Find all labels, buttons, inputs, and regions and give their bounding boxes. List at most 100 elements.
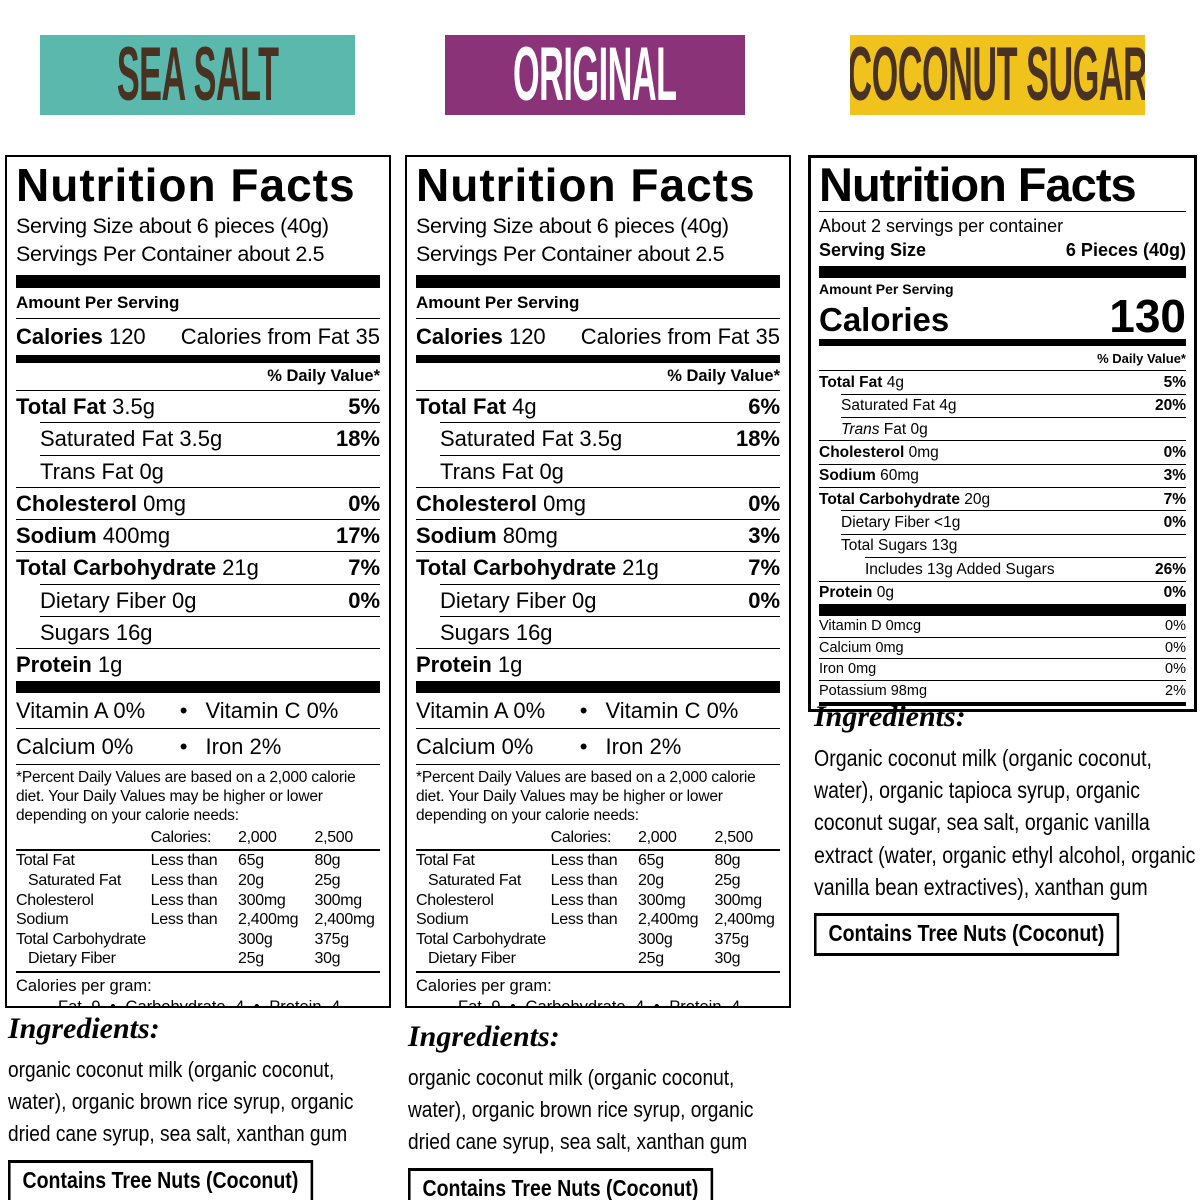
daily-value: 0% bbox=[348, 490, 380, 516]
dv-table-cell: 300mg bbox=[238, 891, 286, 909]
dv-table-cell: Cholesterol bbox=[416, 891, 494, 909]
nutrient-label: Cholesterol 0mg bbox=[16, 490, 186, 516]
daily-value: 7% bbox=[748, 555, 780, 581]
nutrient-row: Total Fat 3.5g 5% bbox=[16, 389, 380, 422]
nutrient-row: Sodium 80mg 3% bbox=[416, 519, 780, 551]
servings-per-container-line: About 2 servings per container bbox=[819, 216, 1064, 236]
nutrient-label: Dietary Fiber 0g bbox=[440, 587, 597, 613]
nutrient-label: Sugars 16g bbox=[440, 620, 553, 646]
vitamin-right: Vitamin C 0% bbox=[605, 697, 739, 723]
dv-table-cell: Less than bbox=[550, 891, 618, 909]
amount-per-serving-label: Amount Per Serving bbox=[16, 292, 180, 312]
daily-value: 0% bbox=[348, 587, 380, 613]
vitamin-left: Calcium 0% bbox=[416, 733, 534, 759]
daily-value: 0% bbox=[1165, 617, 1186, 634]
nutrient-label: Sugars 16g bbox=[40, 620, 153, 646]
nutrient-row: Saturated Fat 4g 20% bbox=[841, 393, 1186, 417]
calories-row: Calories 120 Calories from Fat 35 bbox=[416, 317, 780, 355]
calories-per-gram-label: Calories per gram: bbox=[16, 976, 152, 995]
dv-table-cell: Sodium bbox=[16, 911, 69, 929]
ingredients-body: organic coconut milk (organic coconut, w… bbox=[8, 1054, 393, 1200]
dv-table-cell: 2,400mg bbox=[638, 911, 699, 929]
dv-table-cell: Dietary Fiber bbox=[428, 950, 516, 968]
dv-table-row: Total Carbohydrate 300g 375g bbox=[416, 930, 780, 950]
nutrition-panel-sea-salt: Nutrition Facts Serving Size about 6 pie… bbox=[5, 155, 391, 1008]
dv-table-cell: Less than bbox=[550, 871, 618, 889]
nutrient-label: Sodium 60mg bbox=[819, 467, 919, 485]
calories-value: 130 bbox=[1109, 290, 1186, 343]
divider-medium bbox=[16, 354, 380, 363]
nutrient-label: Trans Fat 0g bbox=[40, 458, 164, 484]
ingredients-coconut-sugar: Ingredients: Organic coconut milk (organ… bbox=[814, 700, 1200, 956]
nutrition-panel-original: Nutrition Facts Serving Size about 6 pie… bbox=[405, 155, 791, 1008]
vitamin-left: Calcium 0% bbox=[16, 733, 134, 759]
daily-value: 17% bbox=[335, 523, 380, 549]
nutrient-row: Iron 0mg 0% bbox=[819, 659, 1186, 681]
daily-value: 18% bbox=[735, 426, 780, 452]
dv-table-cell: 2,400mg bbox=[314, 911, 375, 929]
daily-value: 6% bbox=[748, 393, 780, 419]
daily-value: 20% bbox=[1154, 397, 1186, 415]
vitamin-rows: Vitamin A 0% • Vitamin C 0% Calcium 0% • Iron… bbox=[16, 693, 380, 766]
nutrient-label: Total Fat 3.5g bbox=[16, 393, 155, 419]
dv-table-cell: Less than bbox=[150, 911, 218, 929]
daily-value-footnote: *Percent Daily Values are based on a 2,0… bbox=[16, 769, 356, 825]
daily-value-header: % Daily Value* bbox=[667, 366, 780, 385]
vitamin-right: Iron 2% bbox=[205, 733, 282, 759]
dv-table-cell: 300mg bbox=[714, 891, 762, 909]
nutrient-row: Cholesterol 0mg 0% bbox=[819, 440, 1186, 463]
dv-table-cell bbox=[151, 949, 238, 969]
divider-medium bbox=[819, 339, 1186, 347]
nutrient-label: Vitamin D 0mcg bbox=[819, 617, 922, 634]
dv-table-cell: 20g bbox=[638, 871, 664, 889]
nutrient-row: Dietary Fiber <1g 0% bbox=[841, 510, 1186, 533]
serving-size-label: Serving Size bbox=[819, 239, 927, 260]
ingredients-heading: Ingredients: bbox=[814, 700, 966, 733]
nutrient-row: Protein 1g bbox=[416, 648, 780, 680]
dv-table-cell: Less than bbox=[550, 911, 618, 929]
dv-table-cell: 20g bbox=[238, 871, 264, 889]
daily-value-footnote: *Percent Daily Values are based on a 2,0… bbox=[416, 769, 756, 825]
ingredients-heading: Ingredients: bbox=[8, 1012, 160, 1045]
dv-table-cell: Less than bbox=[150, 891, 218, 909]
vitamin-row: Calcium 0% • Iron 2% bbox=[16, 729, 380, 766]
nutrient-row: Sodium 60mg 3% bbox=[819, 463, 1186, 487]
nutrient-row: Cholesterol 0mg 0% bbox=[416, 486, 780, 519]
nutrient-row: Dietary Fiber 0g 0% bbox=[40, 583, 380, 616]
dv-table-cell bbox=[551, 930, 638, 950]
vitamin-left: Vitamin A 0% bbox=[416, 697, 546, 723]
dv-table-cell: 80g bbox=[714, 852, 741, 870]
dv-table-row: Total Fat Less than 65g 80g bbox=[16, 851, 380, 871]
panel-title: Nutrition Facts bbox=[16, 159, 356, 211]
nutrient-label: Potassium 98mg bbox=[819, 682, 928, 699]
dv-table-cell: 30g bbox=[314, 950, 341, 968]
calories-per-gram-values: Fat 9 • Carbohydrate 4 • Protein 4 bbox=[58, 998, 341, 1008]
divider-thick bbox=[16, 680, 380, 693]
nutrient-label: Sodium 400mg bbox=[16, 523, 171, 549]
calories-per-gram-label: Calories per gram: bbox=[416, 976, 552, 995]
ingredients-text: organic coconut milk (organic coconut, w… bbox=[8, 1057, 354, 1146]
daily-value-header: % Daily Value* bbox=[1097, 351, 1186, 367]
dv-table-cell bbox=[551, 949, 638, 969]
dv-table-cell: 30g bbox=[714, 950, 741, 968]
daily-value: 2% bbox=[1165, 682, 1186, 699]
nutrient-label: Sodium 80mg bbox=[416, 523, 558, 549]
bullet-icon: • bbox=[579, 733, 588, 759]
dv-table-cell: Total Fat bbox=[16, 852, 75, 870]
nutrient-row: Cholesterol 0mg 0% bbox=[16, 486, 380, 519]
dv-table-cell: Total Fat bbox=[416, 852, 475, 870]
divider-thick bbox=[416, 680, 780, 693]
nutrient-row: Trans Fat 0g bbox=[841, 417, 1186, 440]
nutrient-rows: Total Fat 4g 6% Saturated Fat 3.5g 18% Trans… bbox=[416, 389, 780, 681]
dv-table-header-cell bbox=[16, 828, 151, 848]
nutrient-row: Total Carbohydrate 21g 7% bbox=[16, 551, 380, 583]
nutrient-row: Sodium 400mg 17% bbox=[16, 519, 380, 551]
calories-value: 120 bbox=[108, 323, 146, 349]
dv-table-cell: 300g bbox=[238, 930, 273, 948]
nutrient-label: Saturated Fat 3.5g bbox=[40, 426, 223, 452]
bullet-icon: • bbox=[579, 697, 588, 723]
calories-left: Calories 120 bbox=[416, 324, 546, 349]
daily-value: 3% bbox=[1163, 467, 1186, 485]
nutrient-label: Protein 0g bbox=[819, 584, 894, 602]
dv-table-row: Cholesterol Less than 300mg 300mg bbox=[416, 891, 780, 911]
